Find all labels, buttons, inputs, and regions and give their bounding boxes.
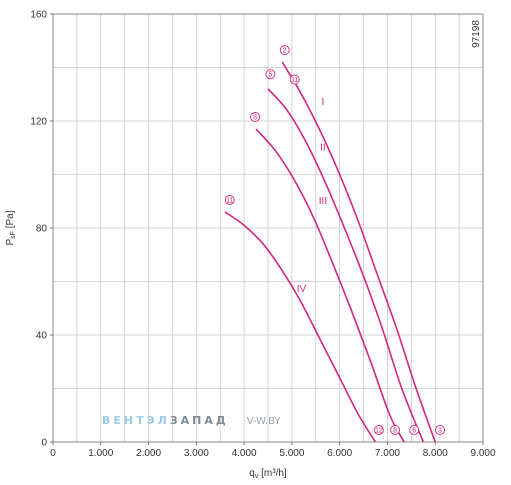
point-marker-label: 11 xyxy=(291,77,298,84)
x-tick-label: 4.000 xyxy=(232,448,257,459)
watermark-logo: ВЕНТЭЛЗАПАД V-W.BY xyxy=(102,414,281,427)
point-marker-circle xyxy=(435,425,445,435)
x-tick-label: 2.000 xyxy=(136,448,161,459)
point-marker-label: 6 xyxy=(412,427,416,434)
point-marker-label: 5 xyxy=(268,72,272,79)
x-tick-label: 5.000 xyxy=(279,448,304,459)
point-marker-circle xyxy=(289,74,300,85)
x-tick-label: 0 xyxy=(50,448,56,459)
series-label: II xyxy=(320,142,326,153)
series-1: I 2 11 3 xyxy=(279,45,445,443)
y-axis-label: PsF [Pa] xyxy=(5,210,17,245)
y-tick-label: 120 xyxy=(30,117,47,128)
x-tick-label: 7.000 xyxy=(375,448,400,459)
point-marker-label: 2 xyxy=(283,48,287,55)
point-marker-label: 12 xyxy=(375,427,383,434)
x-tick-label: 1.000 xyxy=(88,448,113,459)
y-tick-label: 160 xyxy=(30,10,47,21)
x-axis-label: qv [m³/h] xyxy=(249,468,287,480)
grid xyxy=(52,13,484,443)
x-axis-ticks: 0 1.000 2.000 3.000 4.000 5.000 6.000 7.000 8.00… xyxy=(50,442,496,459)
x-tick-label: 9.000 xyxy=(470,448,495,459)
point-marker-circle xyxy=(265,69,276,80)
y-tick-label: 0 xyxy=(41,438,47,449)
point-marker-circle xyxy=(409,425,420,435)
point-marker-circle xyxy=(390,425,401,435)
series-label: III xyxy=(319,196,327,207)
point-marker-circle xyxy=(373,425,384,435)
point-marker-circle xyxy=(250,112,261,122)
series-line xyxy=(224,211,377,443)
series-line xyxy=(281,61,436,443)
series-2: II 5 6 xyxy=(265,69,425,443)
series-label: I xyxy=(322,97,325,108)
point-marker-label: 3 xyxy=(438,427,442,434)
y-tick-label: 40 xyxy=(36,331,48,342)
point-marker-label: 8 xyxy=(253,115,257,122)
point-marker-label: 11 xyxy=(226,197,233,204)
y-tick-label: 80 xyxy=(36,224,48,235)
figure-code: 97198 xyxy=(471,20,482,48)
x-tick-label: 3.000 xyxy=(184,448,209,459)
series-3: III 8 8 xyxy=(250,112,405,443)
x-tick-label: 6.000 xyxy=(327,448,352,459)
point-marker-circle xyxy=(224,194,235,205)
point-marker-label: 8 xyxy=(393,427,397,434)
series-label: IV xyxy=(297,284,307,295)
series-line xyxy=(267,88,425,443)
series-line xyxy=(255,128,405,443)
x-tick-label: 8.000 xyxy=(423,448,448,459)
series-group: I 2 11 3 II 5 6 III 8 8 IV 11 12 xyxy=(224,45,445,443)
series-4: IV 11 12 xyxy=(224,194,384,443)
y-axis-ticks: 0 40 80 120 160 xyxy=(30,10,53,449)
point-marker-circle xyxy=(279,45,290,56)
